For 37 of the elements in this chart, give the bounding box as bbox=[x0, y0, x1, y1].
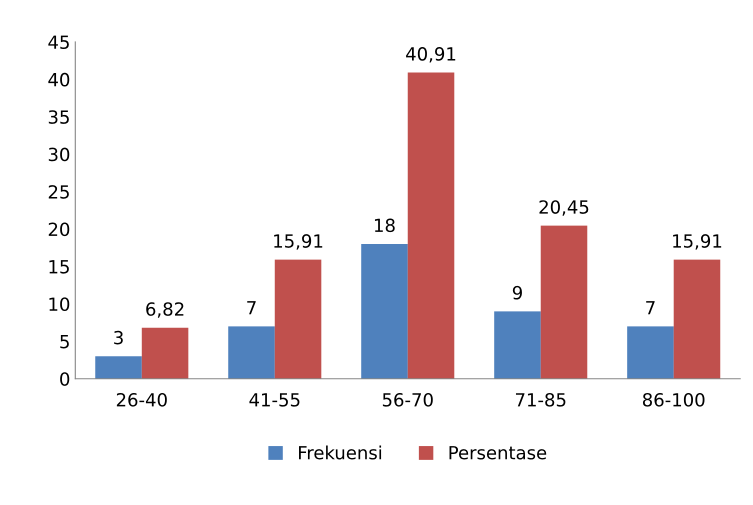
bar bbox=[494, 311, 541, 379]
x-tick-label: 56-70 bbox=[382, 392, 433, 407]
y-tick-label: 45 bbox=[48, 36, 69, 50]
bar bbox=[228, 326, 275, 379]
data-label: 7 bbox=[247, 301, 256, 314]
bar bbox=[95, 356, 142, 379]
bar bbox=[627, 326, 674, 379]
data-label: 9 bbox=[512, 286, 522, 300]
bar bbox=[408, 72, 454, 379]
data-label: 3 bbox=[114, 330, 123, 344]
data-label: 20,45 bbox=[539, 200, 588, 216]
data-label: 15,91 bbox=[673, 234, 722, 250]
y-tick-label: 15 bbox=[49, 260, 69, 274]
legend-label: Frekuensi bbox=[299, 446, 382, 460]
y-tick-label: 0 bbox=[60, 372, 70, 386]
bar bbox=[142, 328, 188, 379]
y-tick-label: 25 bbox=[48, 185, 69, 199]
bar bbox=[274, 260, 322, 379]
legend-label: Persentase bbox=[450, 446, 546, 460]
data-label: 7 bbox=[646, 301, 655, 314]
bar bbox=[361, 244, 408, 379]
data-label: 6,82 bbox=[146, 302, 184, 318]
data-label: 15,91 bbox=[274, 234, 322, 250]
y-tick-label: 40 bbox=[48, 72, 70, 86]
y-tick-label: 30 bbox=[48, 148, 70, 162]
x-tick-label: 41-55 bbox=[249, 393, 300, 407]
y-tick-label: 10 bbox=[49, 297, 70, 312]
y-tick-label: 5 bbox=[60, 335, 69, 348]
y-tick-label: 20 bbox=[48, 222, 70, 236]
data-label: 40,91 bbox=[406, 47, 456, 63]
x-tick-label: 86-100 bbox=[642, 392, 704, 407]
y-tick-label: 35 bbox=[48, 110, 69, 124]
bar bbox=[540, 226, 588, 379]
x-tick-label: 71-85 bbox=[516, 392, 566, 407]
bar bbox=[674, 260, 720, 379]
data-label: 18 bbox=[374, 218, 395, 232]
x-tick-label: 26-40 bbox=[116, 392, 167, 407]
